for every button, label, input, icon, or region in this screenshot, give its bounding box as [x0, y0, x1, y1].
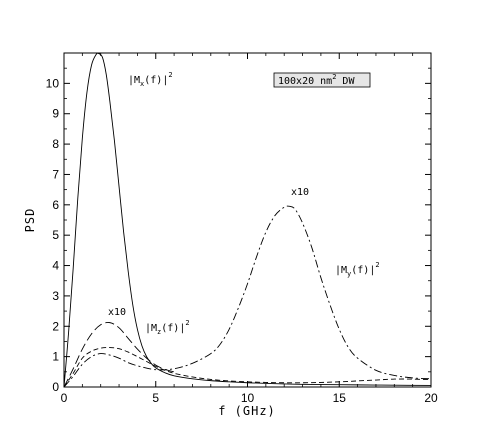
annotation-box: 100x20 nm2 DW: [273, 72, 371, 88]
annotation-my-base: |M: [335, 265, 347, 276]
annotation-box-rest: DW: [336, 76, 355, 87]
y-tick-label-5: 5: [52, 228, 59, 242]
series-line-3: [63, 322, 175, 388]
y-tick-label-9: 9: [52, 107, 59, 121]
y-tick-label-2: 2: [52, 319, 59, 333]
annotation-x10-y: x10: [291, 187, 309, 198]
y-tick-label-6: 6: [52, 198, 59, 212]
annotation-mx-sup: 2: [168, 71, 172, 79]
svg-text:100x20 nm2 DW: 100x20 nm2 DW: [278, 73, 355, 87]
y-tick-label-8: 8: [52, 137, 59, 151]
annotation-mx-rest: (f)|: [144, 75, 168, 86]
annotation-mz-sup: 2: [185, 319, 189, 327]
annotation-box-text: 100x20 nm: [278, 76, 332, 87]
x-axis-label: f (GHz): [218, 404, 276, 418]
svg-text:|Mx(f)|2: |Mx(f)|2: [128, 71, 173, 88]
series-line-1: [63, 205, 432, 388]
annotation-my-rest: (f)|: [351, 265, 375, 276]
x-tick-label-0: 0: [61, 391, 68, 405]
svg-text:|My(f)|2: |My(f)|2: [335, 261, 380, 278]
annotation-mx: |Mx(f)|2: [128, 71, 173, 88]
x-tick-label-3: 15: [333, 391, 347, 405]
y-tick-label-1: 1: [52, 350, 59, 364]
y-tick-label-10: 10: [46, 76, 60, 90]
annotation-box-frame: [273, 72, 371, 88]
annotation-mz: |Mz(f)|2: [145, 319, 190, 336]
y-tick-label-4: 4: [52, 259, 59, 273]
axis-ticks: 0 5 10 15 20 0 1 2 3 4 5 6 7 8 9 10: [46, 53, 438, 405]
annotation-mx-base: |M: [128, 75, 140, 86]
annotation-x10-z: x10: [108, 307, 126, 318]
annotation-mz-base: |M: [145, 323, 157, 334]
y-tick-label-3: 3: [52, 289, 59, 303]
annotation-mz-sub: z: [157, 328, 161, 336]
x-tick-label-2: 10: [241, 391, 255, 405]
series-group: [63, 52, 432, 388]
x-tick-label-4: 20: [424, 391, 438, 405]
annotation-my-sub: y: [347, 270, 351, 278]
y-axis-label: PSD: [23, 208, 37, 233]
annotation-my-sup: 2: [375, 261, 379, 269]
annotation-mx-sub: x: [140, 80, 144, 88]
plot-frame: [63, 52, 432, 388]
svg-text:|Mz(f)|2: |Mz(f)|2: [145, 319, 190, 336]
series-line-0: [63, 52, 432, 388]
y-tick-label-0: 0: [52, 380, 59, 394]
series-line-2: [63, 347, 432, 388]
annotation-box-sup: 2: [332, 73, 336, 81]
y-tick-label-7: 7: [52, 167, 59, 181]
annotation-mz-rest: (f)|: [161, 323, 185, 334]
x-tick-label-1: 5: [152, 391, 159, 405]
annotation-my: |My(f)|2: [335, 261, 380, 278]
